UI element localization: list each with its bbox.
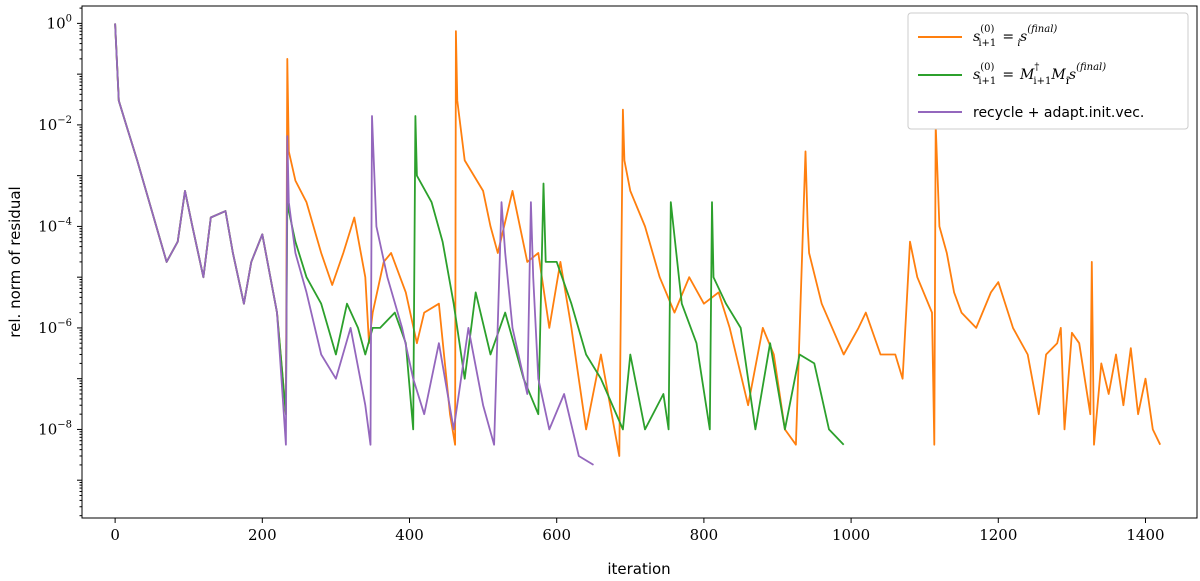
legend-label-series-2: s(0) i+1 = M† i+1Mis(final) i — [973, 62, 1106, 87]
y-tick-label: 10−4 — [38, 216, 72, 235]
x-tick-label: 600 — [542, 526, 571, 544]
legend-box — [907, 12, 1189, 130]
legend-label-series-3: recycle + adapt.init.vec. — [973, 105, 1144, 121]
y-axis-ticks: 100 10−2 10−4 10−6 10−8 — [38, 7, 82, 517]
y-axis-label: rel. norm of residual — [6, 186, 24, 337]
y-tick-label: 10−2 — [38, 115, 72, 134]
y-tick-label: 10−8 — [38, 419, 72, 438]
x-tick-label: 1000 — [832, 526, 870, 544]
y-tick-label: 100 — [47, 13, 72, 32]
x-tick-label: 800 — [690, 526, 719, 544]
series-layer — [114, 23, 1162, 466]
legend: s(0) i+1 = s(final) i s(0) i+1 = M† i+1Mis(final… — [907, 12, 1189, 130]
x-tick-label: 400 — [395, 526, 424, 544]
legend-label-series-1: s(0) i+1 = s(final) i — [973, 24, 1057, 49]
x-axis-label: iteration — [607, 560, 670, 578]
x-tick-label: 0 — [110, 526, 120, 544]
x-tick-label: 200 — [248, 526, 277, 544]
series-line-1 — [114, 23, 1162, 457]
x-tick-label: 1200 — [979, 526, 1017, 544]
series-line-3 — [114, 23, 594, 466]
x-axis-ticks: 0 200 400 600 800 1000 1200 1400 — [110, 518, 1165, 544]
x-tick-label: 1400 — [1126, 526, 1164, 544]
y-tick-label: 10−6 — [38, 318, 72, 337]
